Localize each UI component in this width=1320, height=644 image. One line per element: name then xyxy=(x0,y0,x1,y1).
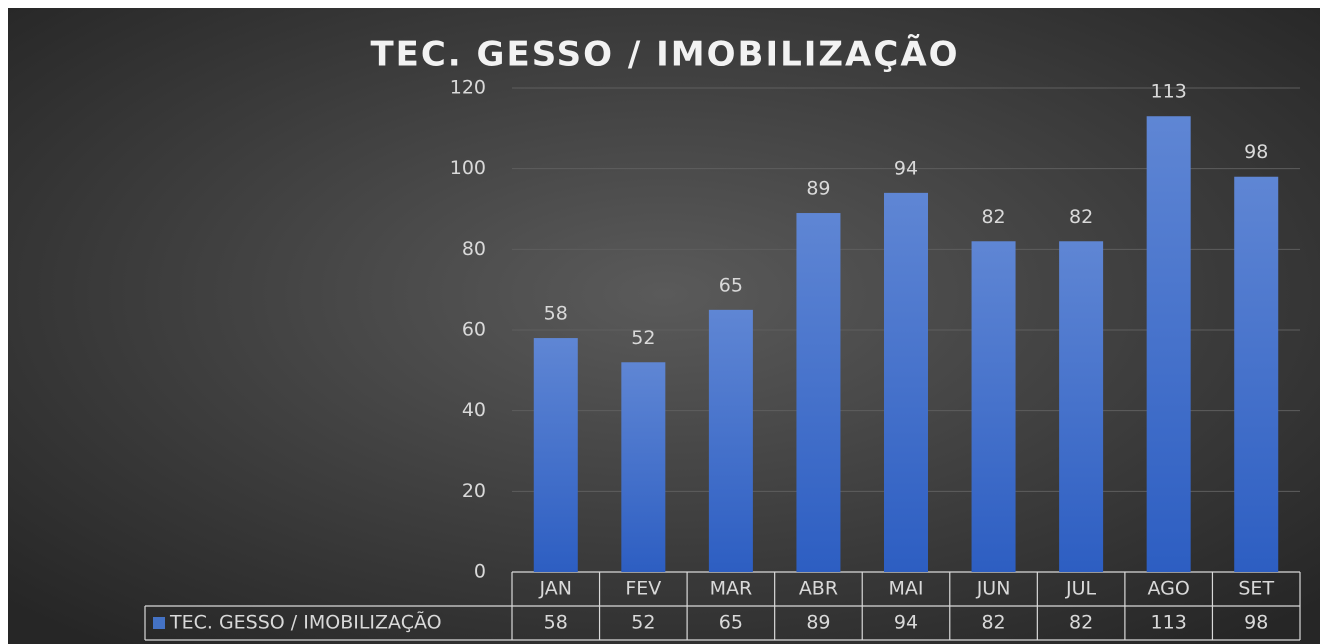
table-value: 65 xyxy=(719,612,743,634)
data-label: 89 xyxy=(806,178,830,200)
x-tick-label: AGO xyxy=(1147,578,1189,600)
x-tick-label: FEV xyxy=(625,578,661,600)
data-label: 82 xyxy=(981,206,1005,228)
data-label: 82 xyxy=(1069,206,1093,228)
y-tick-label: 100 xyxy=(450,157,486,179)
data-label: 113 xyxy=(1151,81,1187,103)
y-tick-label: 40 xyxy=(462,399,486,421)
table-value: 82 xyxy=(981,612,1005,634)
bar xyxy=(533,338,578,572)
x-tick-label: MAI xyxy=(889,578,924,600)
bar xyxy=(621,362,666,572)
data-label: 65 xyxy=(719,274,743,296)
bar xyxy=(1146,116,1191,572)
bar xyxy=(884,192,928,572)
table-value: 98 xyxy=(1244,612,1268,634)
x-tick-label: JUN xyxy=(976,578,1011,600)
table-value: 113 xyxy=(1151,612,1187,634)
chart-title: TEC. GESSO / IMOBILIZAÇÃO xyxy=(370,34,959,75)
y-tick-label: 20 xyxy=(462,480,486,502)
table-value: 89 xyxy=(806,612,830,634)
legend-label: TEC. GESSO / IMOBILIZAÇÃO xyxy=(169,611,442,634)
bar xyxy=(796,213,841,573)
bar xyxy=(1059,241,1104,572)
data-label: 58 xyxy=(544,303,568,325)
data-label: 98 xyxy=(1244,141,1268,163)
table-value: 58 xyxy=(544,612,568,634)
bar xyxy=(708,309,753,572)
y-tick-label: 120 xyxy=(450,77,486,99)
x-tick-label: SET xyxy=(1238,578,1274,600)
x-tick-label: JUL xyxy=(1065,578,1097,600)
bar xyxy=(971,241,1016,572)
data-label: 52 xyxy=(631,327,655,349)
table-value: 94 xyxy=(894,612,918,634)
x-tick-label: JAN xyxy=(539,578,572,600)
data-label: 94 xyxy=(894,157,918,179)
x-tick-label: ABR xyxy=(799,578,838,600)
y-tick-label: 80 xyxy=(462,238,486,260)
table-value: 52 xyxy=(631,612,655,634)
y-tick-label: 0 xyxy=(474,561,486,583)
legend-swatch xyxy=(153,617,165,629)
y-tick-label: 60 xyxy=(462,319,486,341)
bar xyxy=(1234,176,1279,572)
table-value: 82 xyxy=(1069,612,1093,634)
x-tick-label: MAR xyxy=(710,578,753,600)
